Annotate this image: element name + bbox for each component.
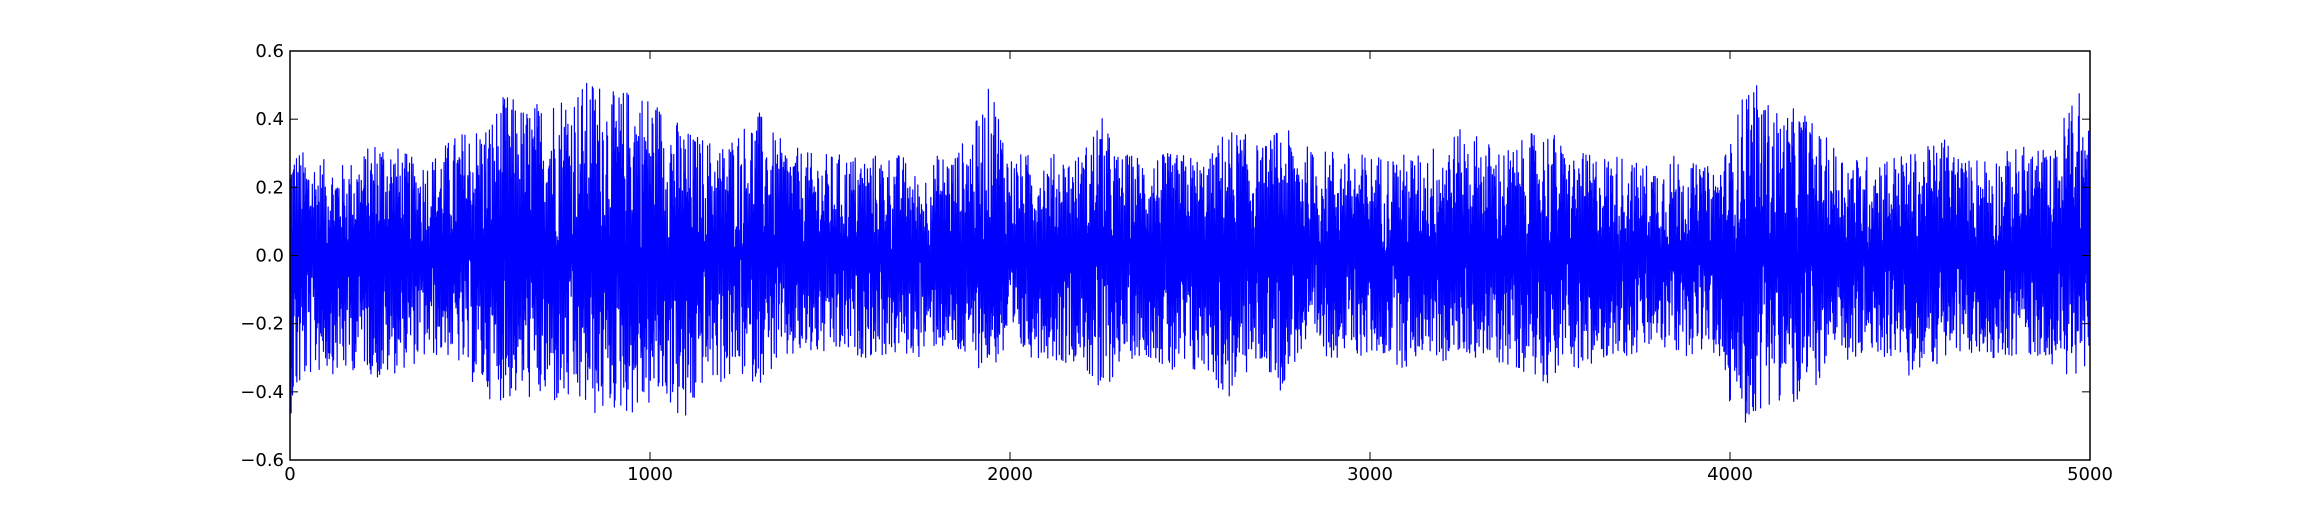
y-tick-label: 0.0	[255, 246, 284, 267]
y-tick-label: 0.2	[255, 177, 284, 198]
y-tick-label: −0.4	[240, 382, 284, 403]
x-tick-label: 0	[284, 464, 295, 485]
series-line-0	[289, 82, 2091, 423]
x-tick-label: 3000	[1347, 464, 1393, 485]
y-tick-label: −0.2	[240, 314, 284, 335]
x-tick-label: 5000	[2067, 464, 2113, 485]
x-tick-label: 4000	[1707, 464, 1753, 485]
x-tick-label: 1000	[627, 464, 673, 485]
y-tick-label: −0.6	[240, 450, 284, 471]
x-tick-label: 2000	[987, 464, 1033, 485]
y-tick-label: 0.4	[255, 109, 284, 130]
plot-frame	[289, 50, 2091, 461]
series-layer	[289, 82, 2091, 423]
y-tick-label: 0.6	[255, 41, 284, 62]
